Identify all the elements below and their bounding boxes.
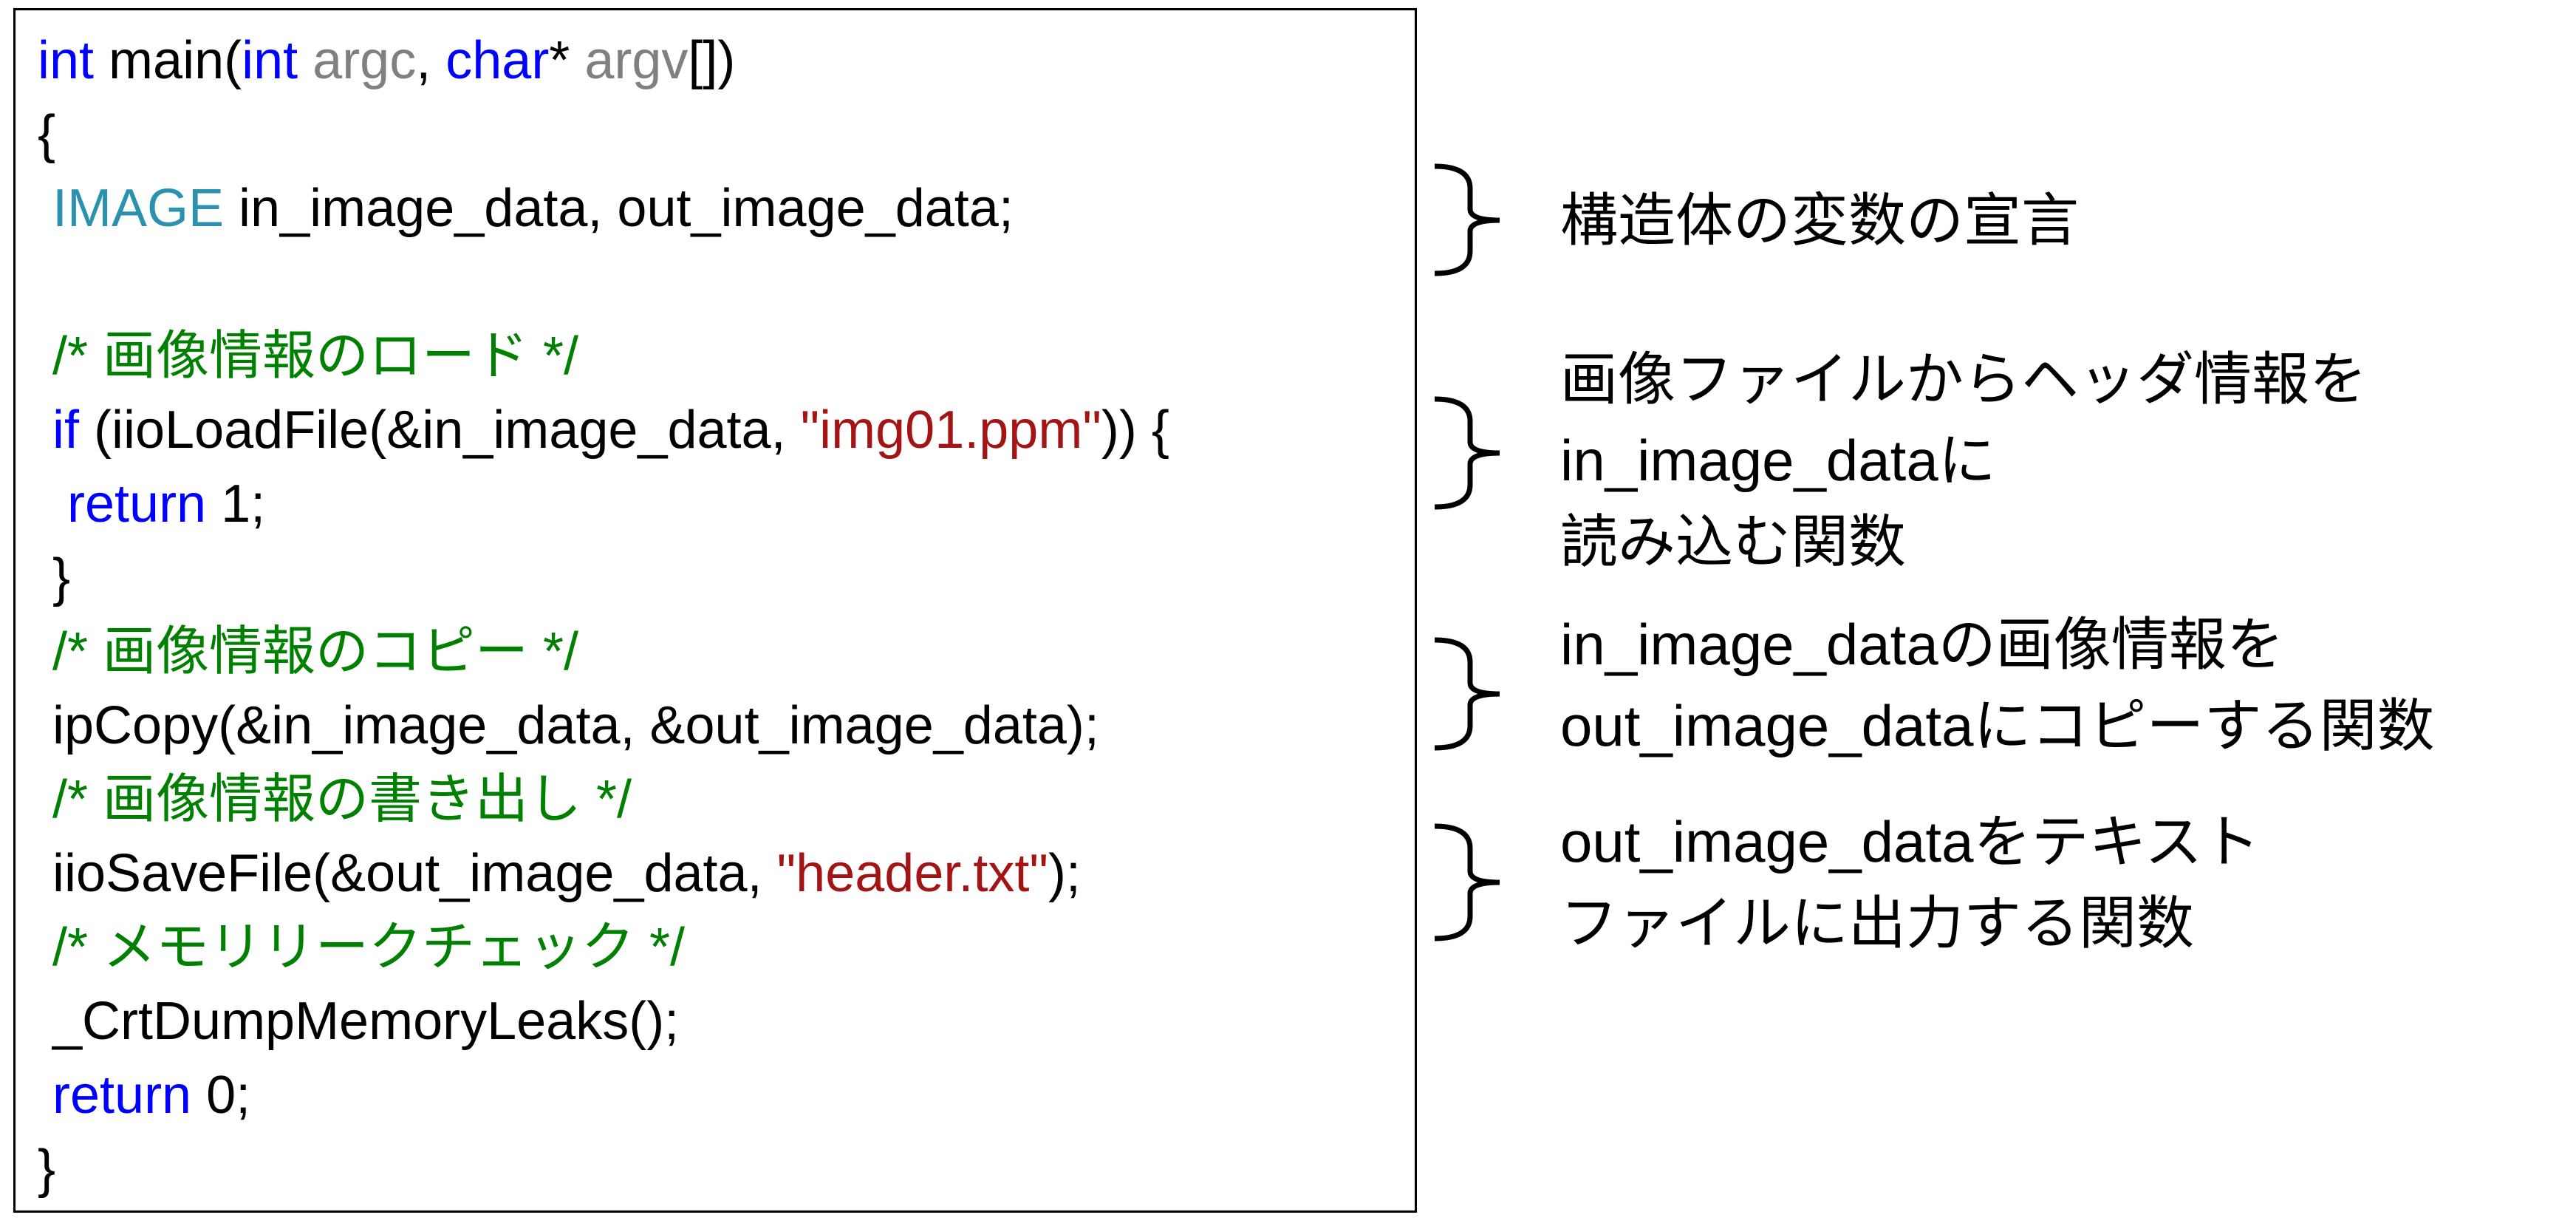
annotation-line: ファイルに出力する関数: [1560, 890, 2195, 956]
code-token: int: [38, 31, 95, 90]
code-line: }: [38, 541, 70, 615]
brace: [1434, 637, 1500, 751]
code-token: argv: [584, 31, 689, 90]
code-token: )) {: [1101, 401, 1169, 460]
code-token: /* 画像情報の書き出し */: [38, 770, 632, 829]
annotation-line: out_image_dataにコピーする関数: [1560, 693, 2435, 758]
annotation: 構造体の変数の宣言: [1560, 180, 2079, 261]
code-box: int main(int argc, char* argv[]) { IMAGE …: [13, 8, 1417, 1213]
code-token: /* 画像情報のコピー */: [38, 622, 579, 681]
annotation-line: out_image_dataをテキスト: [1560, 809, 2261, 874]
code-line: int main(int argc, char* argv[]): [38, 24, 735, 98]
code-line: return 0;: [38, 1058, 250, 1132]
code-token: 1;: [206, 474, 266, 534]
code-token: *: [549, 31, 585, 90]
code-token: _CrtDumpMemoryLeaks();: [38, 992, 680, 1051]
code-line: {: [38, 98, 55, 171]
code-line: }: [38, 1132, 55, 1206]
code-token: argc: [312, 31, 417, 90]
code-token: }: [38, 1140, 56, 1199]
code-token: return: [52, 1066, 192, 1125]
code-line: if (iioLoadFile(&in_image_data, "img01.p…: [38, 393, 1169, 467]
code-token: []): [688, 31, 736, 90]
code-token: "header.txt": [776, 844, 1048, 903]
code-line: /* 画像情報の書き出し */: [38, 763, 632, 837]
code-token: (iioLoadFile(&in_image_data,: [79, 401, 801, 460]
code-token: return: [67, 474, 207, 534]
annotation: out_image_dataをテキスト ファイルに出力する関数: [1560, 801, 2260, 964]
code-token: }: [38, 548, 71, 607]
code-line: /* メモリリークチェック */: [38, 910, 685, 984]
code-token: "img01.ppm": [800, 401, 1101, 460]
annotation-line: 読み込む関数: [1560, 509, 1907, 574]
code-token: if: [52, 401, 80, 460]
code-line: return 1;: [38, 467, 265, 541]
annotation: in_image_dataの画像情報を out_image_dataにコピーする関…: [1560, 604, 2434, 766]
code-token: iioSaveFile(&out_image_data,: [38, 844, 777, 903]
brace: [1434, 396, 1500, 510]
annotation: 画像ファイルからヘッダ情報を in_image_dataに 読み込む関数: [1560, 338, 2367, 582]
code-token: 0;: [191, 1066, 251, 1125]
brace: [1434, 823, 1500, 941]
code-token: );: [1048, 844, 1081, 903]
code-token: /* メモリリークチェック */: [38, 918, 686, 977]
code-token: main(: [94, 31, 242, 90]
annotation-line: in_image_dataの画像情報を: [1560, 612, 2284, 677]
code-token: ipCopy(&in_image_data, &out_image_data);: [38, 696, 1099, 755]
code-token: IMAGE: [52, 179, 225, 238]
code-token: ,: [416, 31, 446, 90]
code-token: char: [445, 31, 550, 90]
code-token: {: [38, 105, 56, 164]
code-token: in_image_data, out_image_data;: [224, 179, 1014, 238]
annotation-line: 構造体の変数の宣言: [1560, 188, 2080, 253]
code-token: int: [242, 31, 298, 90]
brace: [1434, 163, 1500, 276]
code-line: /* 画像情報のロード */: [38, 319, 578, 393]
code-line: IMAGE in_image_data, out_image_data;: [38, 171, 1014, 245]
annotation-line: in_image_dataに: [1560, 428, 1996, 493]
code-line: ipCopy(&in_image_data, &out_image_data);: [38, 689, 1099, 763]
code-line: /* 画像情報のコピー */: [38, 615, 578, 689]
code-line: iioSaveFile(&out_image_data, "header.txt…: [38, 837, 1081, 910]
code-token: /* 画像情報のロード */: [38, 327, 579, 386]
code-line: _CrtDumpMemoryLeaks();: [38, 984, 679, 1058]
annotation-line: 画像ファイルからヘッダ情報を: [1560, 347, 2368, 412]
